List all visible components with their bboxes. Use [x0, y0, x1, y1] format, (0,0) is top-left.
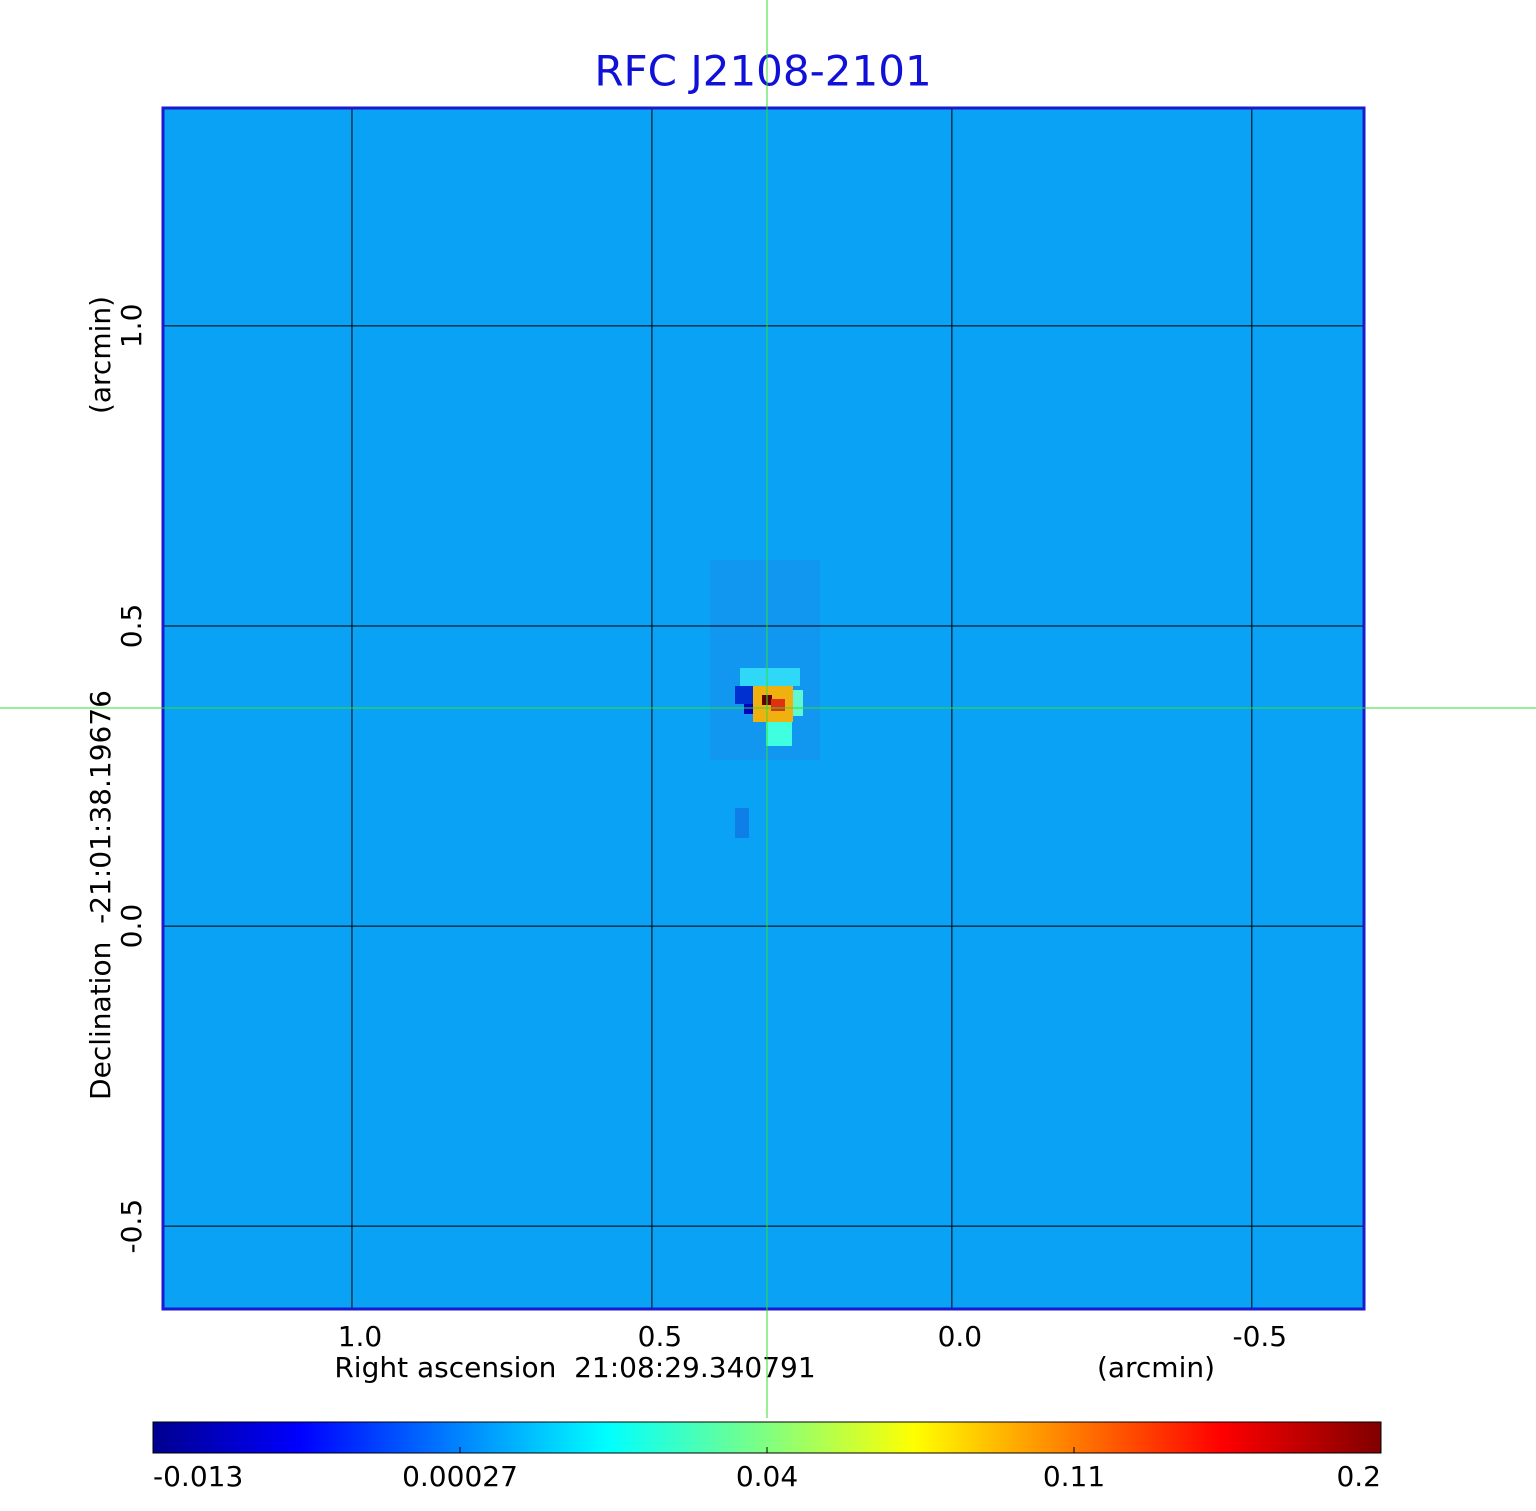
y-tick-label: 0.0 [115, 904, 148, 949]
colorbar-tick-label: 0.11 [1043, 1460, 1105, 1493]
y-axis-label: Declination -21:01:38.19676 [84, 690, 117, 1100]
y-tick-label: 1.0 [115, 304, 148, 349]
x-axis-unit: (arcmin) [1097, 1351, 1215, 1384]
colorbar-tick-label: -0.013 [153, 1460, 243, 1493]
y-tick-label: -0.5 [115, 1199, 148, 1254]
x-tick-label: 0.0 [938, 1320, 983, 1353]
source-image [710, 560, 820, 838]
colorbar-tick-label: 0.00027 [402, 1460, 518, 1493]
colorbar-tick-label: 0.2 [1336, 1460, 1381, 1493]
chart-title: RFC J2108-2101 [594, 47, 931, 96]
x-tick-label: -0.5 [1232, 1320, 1287, 1353]
y-axis-unit: (arcmin) [84, 296, 117, 414]
x-axis-label: Right ascension 21:08:29.340791 [334, 1351, 815, 1384]
colorbar-tick-label: 0.04 [736, 1460, 798, 1493]
y-tick-label: 0.5 [115, 604, 148, 649]
x-tick-label: 0.5 [638, 1320, 683, 1353]
x-tick-label: 1.0 [338, 1320, 383, 1353]
